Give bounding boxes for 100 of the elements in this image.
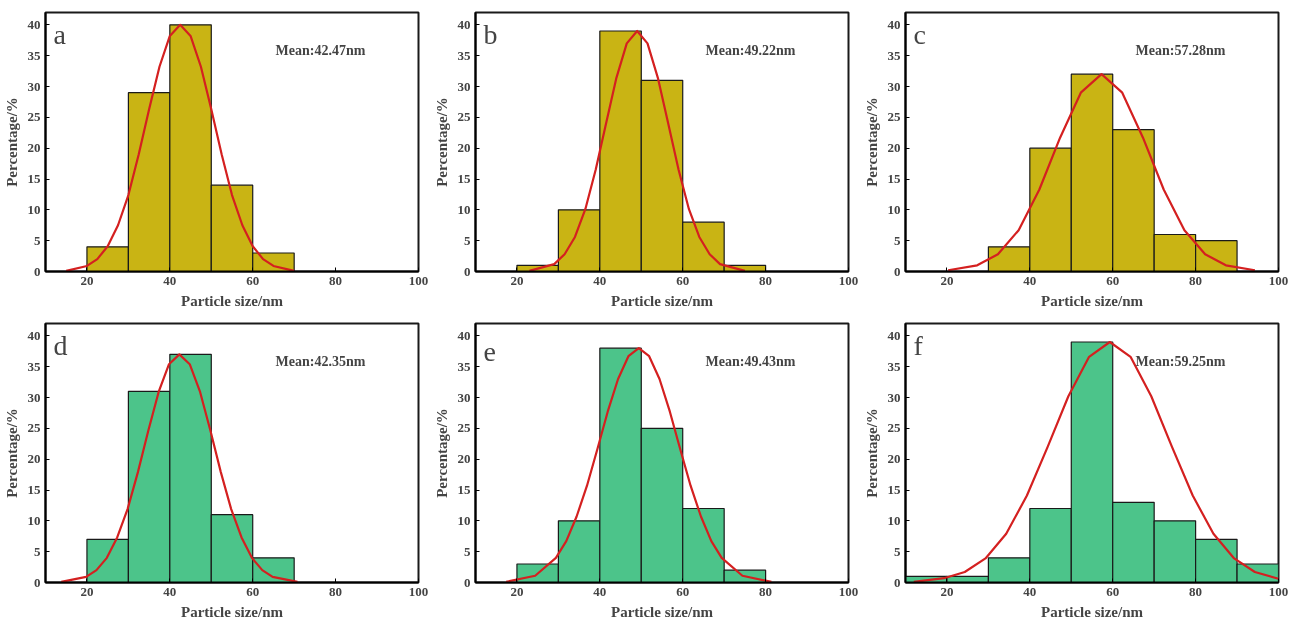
x-tick-label: 100 bbox=[408, 583, 429, 599]
x-tick-label: 60 bbox=[1106, 583, 1120, 599]
y-axis-title: Percentage/% bbox=[863, 408, 880, 498]
x-axis-title: Particle size/nm bbox=[1040, 292, 1144, 309]
y-tick-label: 20 bbox=[27, 451, 41, 467]
y-tick-label: 0 bbox=[34, 574, 41, 590]
x-axis-title: Particle size/nm bbox=[1040, 603, 1144, 620]
annotation: c bbox=[913, 18, 926, 50]
y-tick-label: 15 bbox=[457, 171, 471, 186]
x-tick-label: 60 bbox=[676, 583, 690, 599]
y-tick-label: 40 bbox=[887, 16, 901, 32]
y-tick-label: 0 bbox=[464, 263, 471, 279]
annotation: Mean:57.28nm bbox=[1135, 42, 1226, 58]
y-tick-label: 5 bbox=[464, 232, 471, 248]
y-tick-label: 0 bbox=[894, 263, 901, 279]
y-tick-label: 30 bbox=[457, 78, 471, 94]
x-tick-label: 80 bbox=[329, 272, 343, 288]
y-tick-label: 30 bbox=[887, 389, 901, 405]
y-tick-label: 40 bbox=[27, 16, 41, 32]
x-axis-title: Particle size/nm bbox=[180, 292, 284, 309]
y-tick-label: 20 bbox=[887, 140, 901, 156]
y-tick-label: 25 bbox=[457, 109, 471, 125]
annotation: Mean:49.43nm bbox=[705, 353, 796, 369]
x-tick-label: 80 bbox=[329, 583, 343, 599]
y-tick-label: 25 bbox=[27, 420, 41, 436]
y-tick-label: 15 bbox=[457, 482, 471, 497]
y-tick-label: 10 bbox=[27, 512, 41, 528]
y-tick-label: 40 bbox=[27, 327, 41, 343]
x-tick-label: 40 bbox=[163, 272, 177, 288]
y-tick-label: 25 bbox=[887, 420, 901, 436]
x-axis-title: Particle size/nm bbox=[610, 292, 714, 309]
x-tick-label: 80 bbox=[759, 272, 773, 288]
x-tick-label: 20 bbox=[80, 583, 94, 599]
y-tick-label: 5 bbox=[34, 543, 41, 559]
y-tick-label: 20 bbox=[457, 451, 471, 467]
y-axis-title: Percentage/% bbox=[3, 97, 20, 187]
x-tick-label: 20 bbox=[510, 583, 524, 599]
y-tick-label: 15 bbox=[27, 482, 41, 497]
x-tick-label: 20 bbox=[510, 272, 524, 288]
x-tick-label: 40 bbox=[593, 272, 607, 288]
y-tick-label: 40 bbox=[887, 327, 901, 343]
x-tick-label: 20 bbox=[940, 272, 954, 288]
y-tick-label: 15 bbox=[27, 171, 41, 186]
y-tick-label: 5 bbox=[34, 232, 41, 248]
y-tick-label: 25 bbox=[887, 109, 901, 125]
x-tick-label: 80 bbox=[1189, 272, 1203, 288]
annotation: d bbox=[53, 329, 68, 361]
x-tick-label: 40 bbox=[593, 583, 607, 599]
x-tick-label: 100 bbox=[408, 272, 429, 288]
x-tick-label: 60 bbox=[246, 272, 260, 288]
y-tick-label: 0 bbox=[34, 263, 41, 279]
annotation: Mean:49.22nm bbox=[705, 42, 796, 58]
y-tick-label: 35 bbox=[887, 47, 901, 63]
y-tick-label: 15 bbox=[887, 171, 901, 186]
y-tick-label: 0 bbox=[894, 574, 901, 590]
annotation: f bbox=[913, 329, 924, 361]
y-tick-label: 5 bbox=[464, 543, 471, 559]
x-tick-label: 20 bbox=[80, 272, 94, 288]
y-axis-title: Percentage/% bbox=[433, 408, 450, 498]
annotation: b bbox=[483, 18, 498, 50]
y-tick-label: 30 bbox=[27, 78, 41, 94]
annotation: Mean:59.25nm bbox=[1135, 353, 1226, 369]
x-tick-label: 80 bbox=[1189, 583, 1203, 599]
x-tick-label: 100 bbox=[1268, 272, 1289, 288]
y-tick-label: 25 bbox=[27, 109, 41, 125]
x-tick-label: 40 bbox=[163, 583, 177, 599]
y-tick-label: 15 bbox=[887, 482, 901, 497]
y-tick-label: 35 bbox=[887, 358, 901, 374]
y-axis-title: Percentage/% bbox=[863, 97, 880, 187]
y-tick-label: 30 bbox=[27, 389, 41, 405]
y-axis-title: Percentage/% bbox=[3, 408, 20, 498]
y-tick-label: 10 bbox=[27, 201, 41, 217]
y-tick-label: 40 bbox=[457, 16, 471, 32]
x-axis-title: Particle size/nm bbox=[610, 603, 714, 620]
y-tick-label: 0 bbox=[464, 574, 471, 590]
y-tick-label: 5 bbox=[894, 543, 901, 559]
x-tick-label: 40 bbox=[1023, 583, 1037, 599]
x-tick-label: 60 bbox=[246, 583, 260, 599]
y-tick-label: 35 bbox=[27, 358, 41, 374]
x-tick-label: 40 bbox=[1023, 272, 1037, 288]
x-tick-label: 60 bbox=[676, 272, 690, 288]
x-axis-title: Particle size/nm bbox=[180, 603, 284, 620]
x-tick-label: 100 bbox=[838, 272, 859, 288]
x-tick-label: 100 bbox=[838, 583, 859, 599]
y-axis-title: Percentage/% bbox=[433, 97, 450, 187]
y-tick-label: 40 bbox=[457, 327, 471, 343]
y-tick-label: 25 bbox=[457, 420, 471, 436]
x-tick-label: 80 bbox=[759, 583, 773, 599]
y-tick-label: 30 bbox=[457, 389, 471, 405]
y-tick-label: 20 bbox=[27, 140, 41, 156]
y-tick-label: 35 bbox=[457, 47, 471, 63]
y-tick-label: 20 bbox=[887, 451, 901, 467]
y-tick-label: 10 bbox=[887, 512, 901, 528]
y-tick-label: 35 bbox=[27, 47, 41, 63]
y-tick-label: 30 bbox=[887, 78, 901, 94]
annotation: Mean:42.35nm bbox=[275, 353, 366, 369]
annotation: a bbox=[53, 18, 67, 50]
y-tick-label: 20 bbox=[457, 140, 471, 156]
x-tick-label: 60 bbox=[1106, 272, 1120, 288]
annotation: e bbox=[483, 335, 496, 367]
